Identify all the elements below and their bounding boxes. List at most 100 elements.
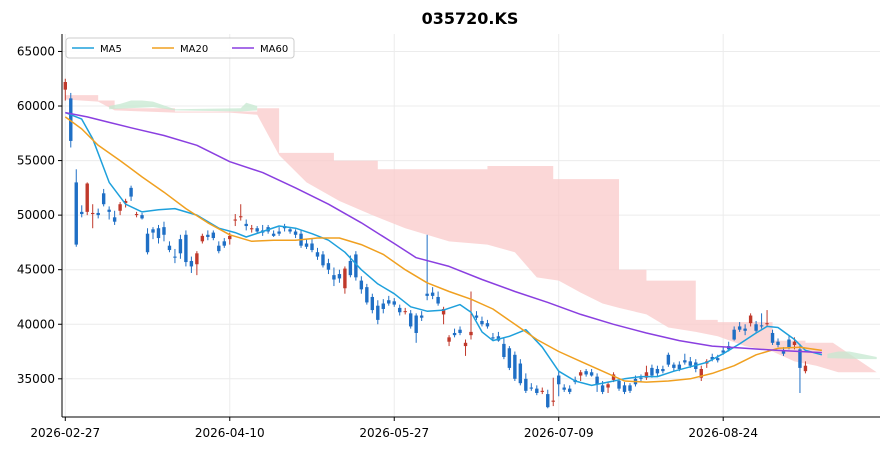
candle-body [217,245,221,252]
candle-body [376,305,380,320]
candle-down [584,368,588,377]
candle-up [606,382,610,393]
candle-body [567,388,572,392]
candle-up [463,339,468,356]
candle-down [337,269,342,283]
candle-down [546,389,550,409]
candle-body [200,235,205,242]
series-line-ma20 [64,116,823,383]
candle-down [436,291,440,306]
candle-body [748,315,753,324]
x-tick-label: 2026-05-27 [359,426,429,440]
candle-down [787,335,791,350]
candle-down [310,238,314,253]
candle-body [655,368,660,374]
candle-down [507,346,512,371]
candle-body [754,324,758,331]
candle-down [217,241,221,254]
legend-item-ma60: MA60 [232,44,288,55]
candle-up [118,202,122,216]
candle-body [458,329,462,333]
candle-body [145,233,150,253]
candle-body [162,227,166,235]
candle-body [551,400,555,402]
y-tick-label: 60000 [17,99,55,113]
candle-up [233,214,237,227]
candle-body [365,287,369,303]
candle-down [354,251,358,281]
candle-down [430,287,435,300]
candle-body [650,367,654,376]
candle-down [365,283,369,305]
candle-down [425,234,429,301]
candle-body [107,209,111,212]
candle-down [206,230,210,241]
x-tick-label: 2026-02-27 [30,426,100,440]
candle-body [677,364,682,369]
candles-group [63,78,808,409]
candle-body [211,232,216,239]
candle-down [145,228,150,255]
cloud-bullish-area [827,351,877,360]
candle-down [452,328,457,338]
candle-body [69,98,73,141]
candle-body [233,219,237,221]
candle-down [666,352,671,367]
candle-body [408,313,413,327]
candle-body [129,187,133,197]
x-axis-ticks: 2026-02-27 2026-04-10 2026-05-27 2026-07-09… [30,417,758,440]
candle-body [578,372,583,376]
candle-down [107,206,111,220]
candle-down [211,230,216,241]
candle-up [644,365,649,380]
candle-body [474,315,479,318]
candle-body [469,331,473,336]
candle-body [628,385,632,391]
candle-up [447,335,451,347]
candle-body [606,384,610,388]
x-tick-label: 2026-07-09 [524,426,594,440]
candle-body [118,204,122,211]
candle-body [639,377,643,379]
legend-item-ma5: MA5 [72,44,122,55]
candle-up [803,361,808,374]
y-tick-label: 35000 [17,372,55,386]
candle-body [195,253,199,265]
candle-down [381,299,385,314]
candle-body [798,349,802,368]
candle-body [485,323,490,327]
candle-body [589,372,594,376]
candle-body [584,371,588,375]
candle-body [315,252,320,257]
candle-down [557,371,561,397]
candle-down [398,304,402,316]
candle-body [178,239,183,254]
candle-down [414,313,418,343]
candle-down [222,238,226,248]
candle-body [518,363,523,384]
candle-up [540,387,544,395]
candle-body [792,341,797,345]
candle-body [776,341,780,345]
candle-body [184,234,188,263]
candle-body [617,380,621,389]
candle-down [754,320,758,333]
candle-down [370,293,375,314]
y-tick-label: 55000 [17,154,55,168]
candle-body [441,308,446,315]
candle-up [195,251,199,276]
candle-down [173,248,177,264]
candle-down [255,226,259,234]
candle-body [436,296,440,304]
candle-body [716,358,720,361]
ichimoku-cloud [65,95,877,373]
candle-down [622,382,627,395]
candle-down [518,359,523,386]
legend-label: MA60 [260,44,288,55]
candle-down [96,208,100,219]
candle-up [765,310,769,327]
candle-down [770,329,775,345]
candle-down [502,338,506,360]
candle-body [595,376,599,385]
candle-down [151,227,155,240]
